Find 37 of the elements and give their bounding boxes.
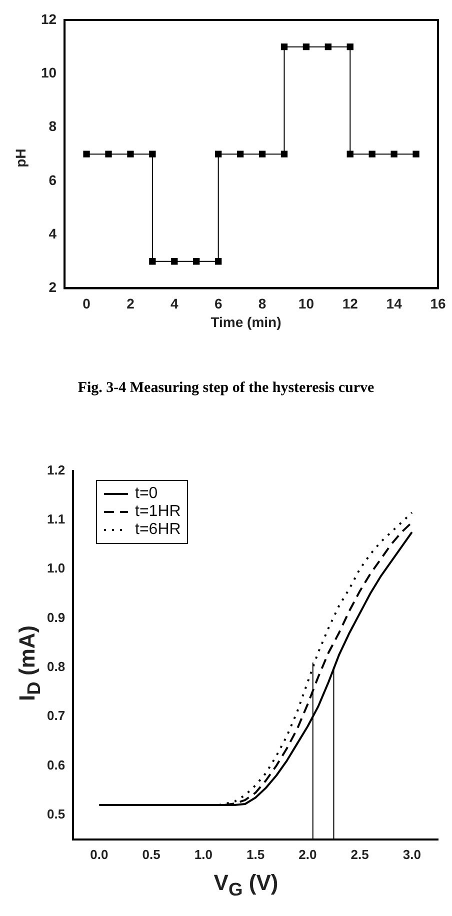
y-tick-label: 2: [48, 279, 57, 296]
y-tick-label: 1.1: [46, 512, 66, 527]
x-tick-label: 1.0: [194, 846, 212, 862]
y-tick-label: 10: [40, 64, 57, 80]
y-tick-label: 6: [48, 172, 57, 188]
legend-label: t=0: [135, 485, 158, 503]
x-tick-label: 8: [258, 295, 266, 312]
x-tick-label: 4: [170, 295, 179, 312]
y-tick-label: 12: [40, 10, 57, 27]
caption: Fig. 3-4 Measuring step of the hysteresis curve: [76, 380, 376, 397]
x-tick-label: 12: [342, 295, 358, 312]
x-axis-title: Time (min): [210, 314, 282, 330]
y-axis-title: pH: [12, 148, 28, 168]
y-tick-label: 1.0: [46, 560, 66, 576]
legend-label: t=1HR: [135, 503, 181, 521]
x-tick-label: 0.0: [90, 846, 108, 862]
x-tick-label: 3.0: [402, 846, 421, 862]
y-tick-label: 0.8: [46, 658, 66, 674]
x-tick-label: 2: [126, 295, 135, 312]
y-tick-label: 0.5: [46, 806, 66, 822]
x-tick-label: 0: [82, 295, 91, 312]
x-tick-label: 0.5: [142, 846, 160, 862]
x-tick-label: 2.0: [298, 846, 317, 862]
x-tick-label: 16: [430, 295, 446, 312]
x-axis-title: V$_{G}$ (V): [212, 870, 280, 900]
x-tick-label: 1.5: [246, 846, 265, 862]
x-tick-label: 10: [298, 295, 314, 312]
x-tick-label: 14: [386, 295, 402, 312]
y-tick-label: 0.9: [46, 610, 66, 625]
x-tick-label: 6: [214, 295, 222, 312]
y-tick-label: 0.6: [46, 757, 66, 772]
y-tick-label: 8: [48, 118, 57, 134]
y-tick-label: 1.2: [46, 462, 66, 478]
y-tick-label: 0.7: [46, 708, 66, 724]
legend-label: t=6HR: [135, 521, 181, 539]
y-tick-label: 4: [48, 225, 57, 242]
x-tick-label: 2.5: [350, 846, 369, 862]
